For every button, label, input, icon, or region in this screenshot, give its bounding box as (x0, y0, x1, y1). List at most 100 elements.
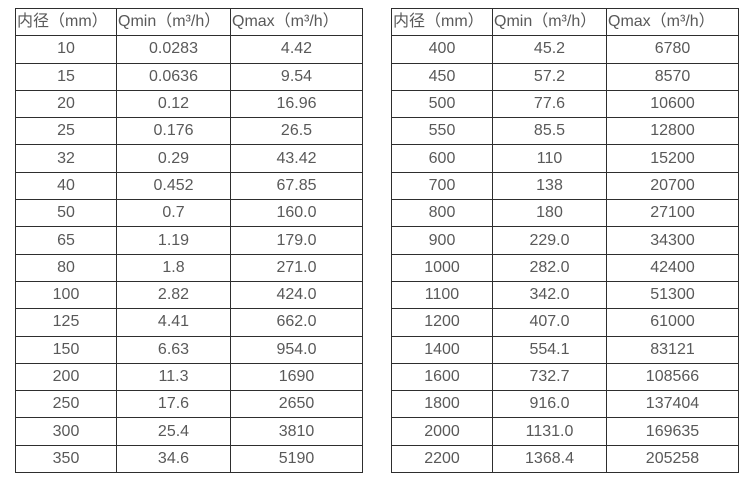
table-row: 2200 1368.4 205258 (391, 444, 739, 474)
table-cell: 160.0 (230, 199, 363, 228)
table-cell: 2650 (230, 390, 363, 419)
table-cell: 108566 (606, 362, 739, 392)
table-row: 1000 282.0 42400 (391, 253, 739, 282)
table-row: 15 0.0636 9.54 (15, 62, 363, 91)
table-cell: 100 (15, 280, 117, 310)
table-cell: 250 (15, 390, 117, 419)
table-cell: 26.5 (230, 117, 363, 146)
table-row: 1800 916.0 137404 (391, 390, 739, 419)
table-cell: 0.0283 (116, 35, 231, 64)
table-cell: 450 (391, 62, 493, 91)
table-row: 40 0.452 67.85 (15, 171, 363, 201)
table-row: 100 2.82 424.0 (15, 280, 363, 310)
table-cell: 4.41 (116, 308, 231, 337)
table-cell: 50 (15, 199, 117, 228)
table-row: 125 4.41 662.0 (15, 308, 363, 337)
table-row: 32 0.29 43.42 (15, 144, 363, 173)
table-cell: 16.96 (230, 89, 363, 119)
table-cell: 57.2 (492, 62, 607, 91)
table-cell: 600 (391, 144, 493, 173)
table-cell: 85.5 (492, 117, 607, 146)
table-row: 25 0.176 26.5 (15, 117, 363, 146)
table-row: 500 77.6 10600 (391, 89, 739, 119)
table-cell: 20 (15, 89, 117, 119)
table-cell: 179.0 (230, 226, 363, 255)
table-cell: 1.19 (116, 226, 231, 255)
table-cell: 1368.4 (492, 444, 607, 474)
table-cell: 400 (391, 35, 493, 64)
table-row: 350 34.6 5190 (15, 444, 363, 474)
table-cell: 125 (15, 308, 117, 337)
table-cell: 51300 (606, 280, 739, 310)
table-cell: 500 (391, 89, 493, 119)
table-row: 1400 554.1 83121 (391, 335, 739, 364)
table-cell: 2.82 (116, 280, 231, 310)
table-cell: 15 (15, 62, 117, 91)
table-cell: 34300 (606, 226, 739, 255)
table-row: 20 0.12 16.96 (15, 89, 363, 119)
table-row: 400 45.2 6780 (391, 35, 739, 64)
table-row: 65 1.19 179.0 (15, 226, 363, 255)
table-cell: 1400 (391, 335, 493, 364)
table-row: 1600 732.7 108566 (391, 362, 739, 392)
table-cell: 5190 (230, 444, 363, 474)
table-row: 450 57.2 8570 (391, 62, 739, 91)
table-cell: 42400 (606, 253, 739, 282)
table-cell: 229.0 (492, 226, 607, 255)
table-cell: 6.63 (116, 335, 231, 364)
table-cell: 9.54 (230, 62, 363, 91)
table-cell: 0.12 (116, 89, 231, 119)
table-cell: 110 (492, 144, 607, 173)
table-cell: 1000 (391, 253, 493, 282)
table-cell: 1600 (391, 362, 493, 392)
table-cell: 45.2 (492, 35, 607, 64)
column-header: 内径（mm） (15, 7, 117, 37)
table-cell: 15200 (606, 144, 739, 173)
table-cell: 900 (391, 226, 493, 255)
table-cell: 25.4 (116, 417, 231, 446)
table-cell: 732.7 (492, 362, 607, 392)
table-cell: 169635 (606, 417, 739, 446)
table-cell: 137404 (606, 390, 739, 419)
table-cell: 407.0 (492, 308, 607, 337)
table-cell: 0.0636 (116, 62, 231, 91)
table-cell: 25 (15, 117, 117, 146)
table-cell: 0.7 (116, 199, 231, 228)
table-cell: 200 (15, 362, 117, 392)
table-cell: 271.0 (230, 253, 363, 282)
table-row: 150 6.63 954.0 (15, 335, 363, 364)
column-header: Qmin（m³/h） (492, 7, 607, 37)
table-cell: 43.42 (230, 144, 363, 173)
column-header: 内径（mm） (391, 7, 493, 37)
table-cell: 3810 (230, 417, 363, 446)
table-row: 2000 1131.0 169635 (391, 417, 739, 446)
table-cell: 61000 (606, 308, 739, 337)
table-row: 800 180 27100 (391, 199, 739, 228)
table-cell: 32 (15, 144, 117, 173)
table-cell: 0.452 (116, 171, 231, 201)
table-row: 50 0.7 160.0 (15, 199, 363, 228)
table-cell: 83121 (606, 335, 739, 364)
table-cell: 67.85 (230, 171, 363, 201)
table-cell: 424.0 (230, 280, 363, 310)
table-cell: 77.6 (492, 89, 607, 119)
table-row: 250 17.6 2650 (15, 390, 363, 419)
table-cell: 17.6 (116, 390, 231, 419)
table-row: 550 85.5 12800 (391, 117, 739, 146)
table-cell: 80 (15, 253, 117, 282)
table-cell: 10 (15, 35, 117, 64)
table-cell: 20700 (606, 171, 739, 201)
table-row: 700 138 20700 (391, 171, 739, 201)
table-cell: 138 (492, 171, 607, 201)
table-cell: 65 (15, 226, 117, 255)
table-cell: 300 (15, 417, 117, 446)
table-row: 80 1.8 271.0 (15, 253, 363, 282)
table-cell: 554.1 (492, 335, 607, 364)
large-diameter-flow-table: 内径（mm） Qmin（m³/h） Qmax（m³/h） 400 45.2 6780 450… (391, 7, 739, 474)
table-cell: 205258 (606, 444, 739, 474)
table-cell: 27100 (606, 199, 739, 228)
table-row: 1200 407.0 61000 (391, 308, 739, 337)
table-cell: 954.0 (230, 335, 363, 364)
table-cell: 8570 (606, 62, 739, 91)
